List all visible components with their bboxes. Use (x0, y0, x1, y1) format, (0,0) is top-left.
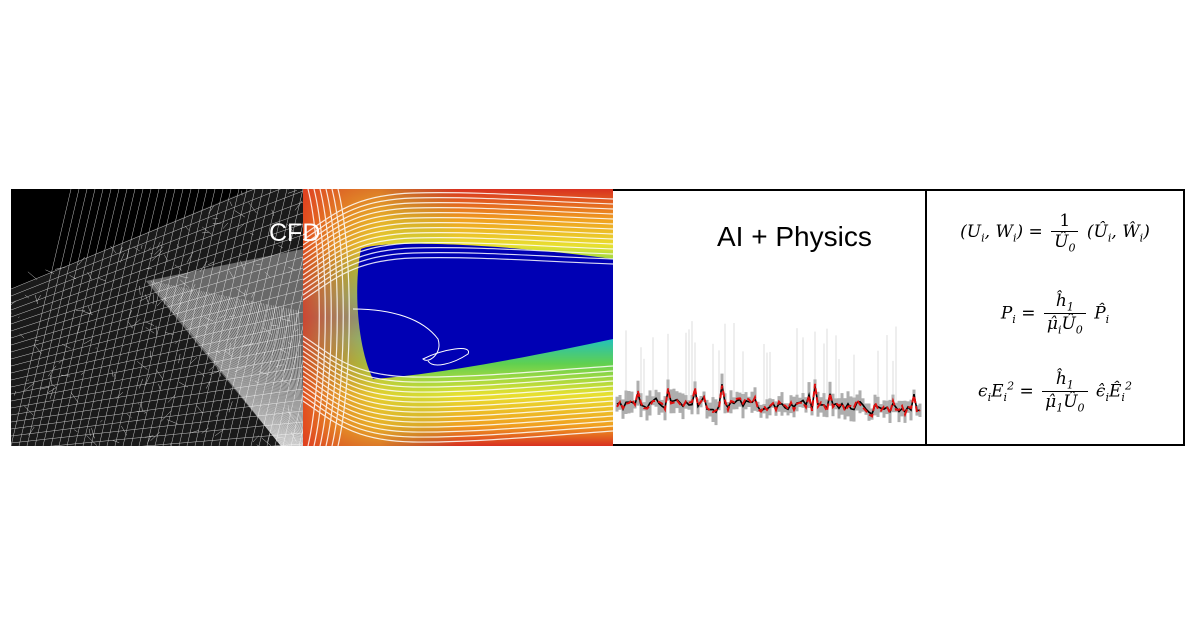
time-series-plot (615, 321, 922, 426)
equation-energy: ϵiEi2 = ĥ1 μ̂1Û0 ϵ̂iÊi2 (978, 369, 1132, 415)
figure-strip: CFD AI + Physics (Ui, Wi) = 1 Û0 (Ûi, Ŵi)… (11, 189, 1185, 446)
ai-physics-panel: AI + Physics (613, 189, 925, 446)
cfd-contour-image (303, 189, 613, 446)
predicted-series (616, 383, 921, 418)
equation-velocity: (Ui, Wi) = 1 Û0 (Ûi, Ŵi) (960, 211, 1150, 255)
equations-panel: (Ui, Wi) = 1 Û0 (Ûi, Ŵi) Pi = ĥ1 μ̂iÛ0 P̂i… (925, 189, 1185, 446)
ai-physics-title: AI + Physics (717, 221, 872, 252)
cfd-label: CFD (269, 219, 321, 247)
equation-pressure: Pi = ĥ1 μ̂iÛ0 P̂i (1000, 291, 1110, 337)
mesh-panel (11, 189, 303, 446)
mesh-image (11, 189, 303, 446)
cfd-contour-panel (303, 189, 613, 446)
